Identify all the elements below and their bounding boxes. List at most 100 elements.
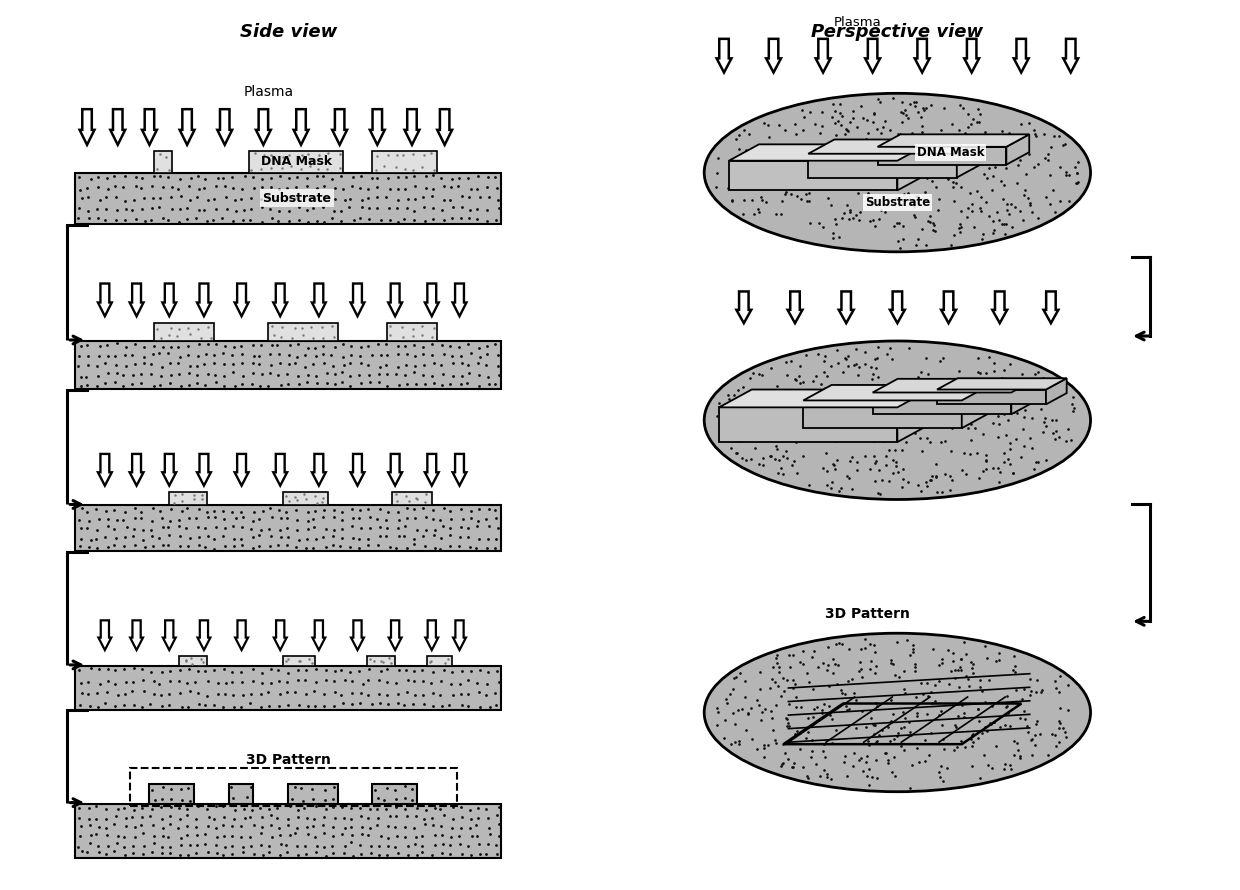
Polygon shape: [98, 454, 112, 486]
Bar: [228, 784, 253, 804]
Polygon shape: [388, 284, 402, 316]
Polygon shape: [273, 454, 288, 486]
Polygon shape: [98, 284, 112, 316]
Bar: [76, 666, 501, 709]
Polygon shape: [197, 620, 211, 650]
Text: Side view: Side view: [239, 23, 337, 41]
Polygon shape: [890, 291, 905, 323]
Polygon shape: [937, 390, 1047, 404]
Bar: [372, 150, 436, 173]
Polygon shape: [719, 390, 930, 408]
Bar: [288, 784, 337, 804]
Polygon shape: [351, 620, 363, 650]
Polygon shape: [130, 284, 144, 316]
Polygon shape: [312, 454, 326, 486]
Polygon shape: [937, 378, 1066, 390]
Polygon shape: [197, 284, 211, 316]
Polygon shape: [962, 385, 990, 428]
Polygon shape: [787, 291, 802, 323]
Polygon shape: [388, 454, 402, 486]
Polygon shape: [808, 154, 957, 177]
Text: Substrate: Substrate: [864, 196, 930, 209]
Polygon shape: [1047, 378, 1066, 404]
Polygon shape: [965, 39, 980, 72]
Polygon shape: [162, 284, 176, 316]
Polygon shape: [425, 284, 439, 316]
Polygon shape: [941, 291, 956, 323]
Polygon shape: [957, 140, 983, 177]
Ellipse shape: [704, 633, 1090, 792]
Text: DNA Mask: DNA Mask: [918, 146, 985, 159]
Text: Perspective view: Perspective view: [811, 23, 983, 41]
Bar: [179, 656, 207, 666]
Polygon shape: [110, 109, 125, 145]
Text: Plasma: Plasma: [243, 85, 294, 100]
Polygon shape: [1064, 39, 1078, 72]
Bar: [155, 150, 172, 173]
Bar: [76, 506, 501, 551]
Bar: [170, 491, 207, 506]
Bar: [268, 323, 337, 341]
Polygon shape: [878, 147, 1007, 165]
Ellipse shape: [704, 93, 1090, 252]
Polygon shape: [130, 620, 143, 650]
Polygon shape: [866, 39, 880, 72]
Polygon shape: [197, 454, 211, 486]
Bar: [283, 491, 327, 506]
Polygon shape: [351, 454, 365, 486]
Polygon shape: [873, 392, 1012, 414]
Polygon shape: [992, 291, 1007, 323]
Polygon shape: [404, 109, 419, 145]
Polygon shape: [717, 39, 732, 72]
Polygon shape: [838, 291, 853, 323]
Polygon shape: [453, 620, 466, 650]
Polygon shape: [898, 390, 930, 442]
Polygon shape: [234, 454, 248, 486]
Polygon shape: [737, 291, 751, 323]
Polygon shape: [130, 454, 144, 486]
Polygon shape: [162, 620, 176, 650]
Polygon shape: [804, 400, 962, 428]
Polygon shape: [766, 39, 781, 72]
Polygon shape: [351, 284, 365, 316]
Polygon shape: [915, 39, 930, 72]
Text: Plasma: Plasma: [833, 16, 882, 29]
Polygon shape: [425, 454, 439, 486]
Bar: [387, 323, 436, 341]
Polygon shape: [729, 144, 928, 161]
Ellipse shape: [704, 341, 1090, 499]
Polygon shape: [453, 284, 466, 316]
Polygon shape: [729, 161, 898, 190]
Polygon shape: [1012, 379, 1037, 414]
Polygon shape: [332, 109, 347, 145]
Polygon shape: [808, 140, 983, 154]
Polygon shape: [79, 109, 94, 145]
Polygon shape: [1014, 39, 1029, 72]
Text: DNA Mask: DNA Mask: [262, 155, 332, 168]
Bar: [248, 150, 342, 173]
Polygon shape: [162, 454, 176, 486]
Bar: [150, 784, 193, 804]
Polygon shape: [453, 454, 466, 486]
Bar: [372, 784, 417, 804]
Bar: [76, 341, 501, 389]
Polygon shape: [804, 385, 990, 400]
Polygon shape: [816, 39, 831, 72]
Text: Substrate: Substrate: [262, 192, 331, 205]
Polygon shape: [273, 284, 288, 316]
Polygon shape: [878, 134, 1029, 147]
Bar: [76, 173, 501, 224]
Polygon shape: [1007, 134, 1029, 165]
Bar: [155, 323, 213, 341]
Polygon shape: [294, 109, 309, 145]
Bar: [367, 656, 396, 666]
Polygon shape: [217, 109, 232, 145]
Polygon shape: [719, 408, 898, 442]
Text: 3D Pattern: 3D Pattern: [246, 753, 331, 767]
Polygon shape: [180, 109, 195, 145]
Polygon shape: [370, 109, 384, 145]
Bar: [76, 804, 501, 858]
Polygon shape: [898, 144, 928, 190]
Polygon shape: [143, 109, 157, 145]
Polygon shape: [312, 284, 326, 316]
